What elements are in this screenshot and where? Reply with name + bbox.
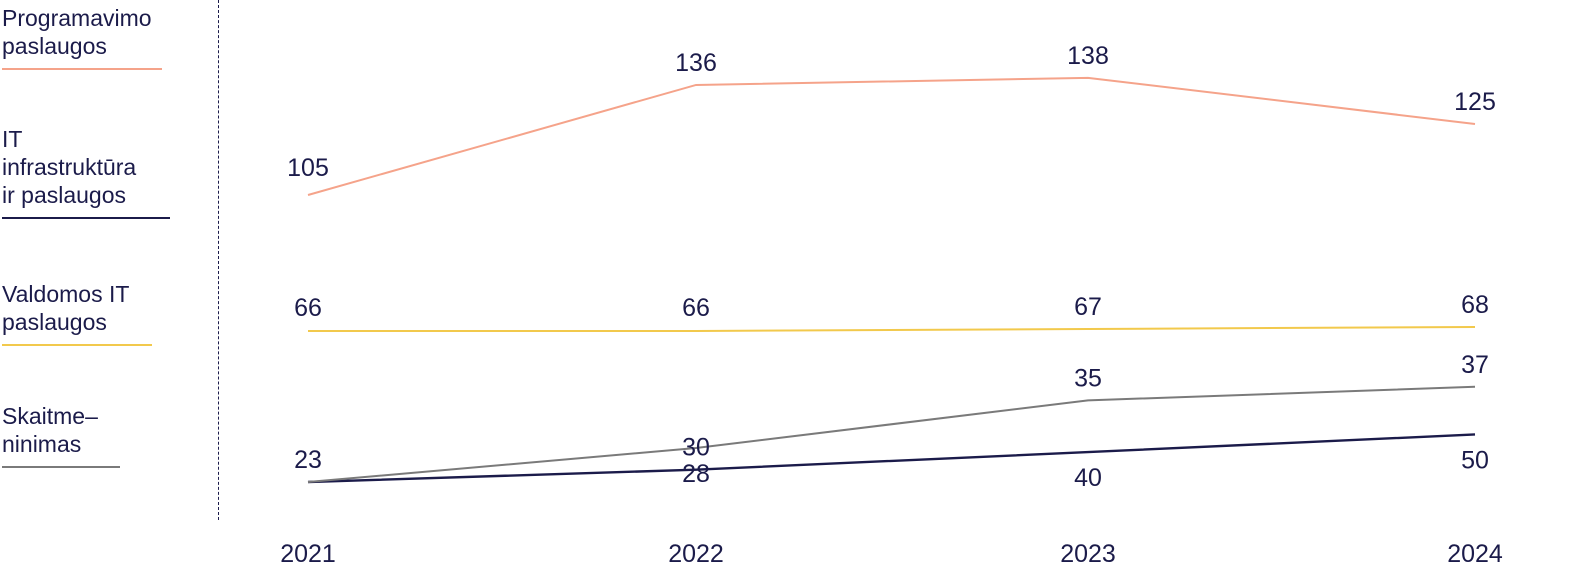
data-label: 37 — [1461, 351, 1489, 379]
series-line-2 — [308, 326, 1476, 332]
legend-swatch — [2, 68, 162, 70]
data-label: 125 — [1454, 88, 1496, 116]
chart-legend: Programavimo paslaugos IT infrastruktūra… — [0, 0, 215, 579]
legend-label: IT infrastruktūra ir paslaugos — [2, 126, 137, 208]
x-tick-label: 2022 — [668, 540, 724, 568]
data-label: 105 — [287, 154, 329, 182]
data-label: 138 — [1067, 42, 1109, 70]
series-line-1 — [307, 433, 1476, 484]
data-label: 66 — [294, 294, 322, 322]
legend-label: Programavimo paslaugos — [2, 5, 152, 59]
data-label: 40 — [1074, 464, 1102, 492]
legend-item-valdomos: Valdomos IT paslaugos — [2, 280, 152, 346]
data-label: 28 — [682, 460, 710, 488]
data-label: 66 — [682, 294, 710, 322]
series-line-3 — [307, 385, 1476, 483]
x-tick-label: 2023 — [1060, 540, 1116, 568]
legend-divider — [218, 0, 219, 520]
data-label: 30 — [682, 434, 710, 462]
legend-item-it-infrastruktura: IT infrastruktūra ir paslaugos — [2, 125, 170, 219]
legend-label: Valdomos IT paslaugos — [2, 281, 130, 335]
data-label: 67 — [1074, 293, 1102, 321]
data-label: 68 — [1461, 291, 1489, 319]
legend-item-skaitmeninimas: Skaitme– ninimas — [2, 402, 120, 468]
series-line-0 — [307, 76, 1476, 196]
legend-swatch — [2, 217, 170, 219]
legend-swatch — [2, 344, 152, 346]
x-tick-label: 2021 — [280, 540, 336, 568]
data-label: 50 — [1461, 446, 1489, 474]
legend-swatch — [2, 466, 120, 468]
data-label: 136 — [675, 49, 717, 77]
legend-item-programavimo: Programavimo paslaugos — [2, 4, 162, 70]
legend-label: Skaitme– ninimas — [2, 403, 98, 457]
data-label: 35 — [1074, 364, 1102, 392]
x-tick-label: 2024 — [1447, 540, 1503, 568]
data-label: 23 — [294, 446, 322, 474]
